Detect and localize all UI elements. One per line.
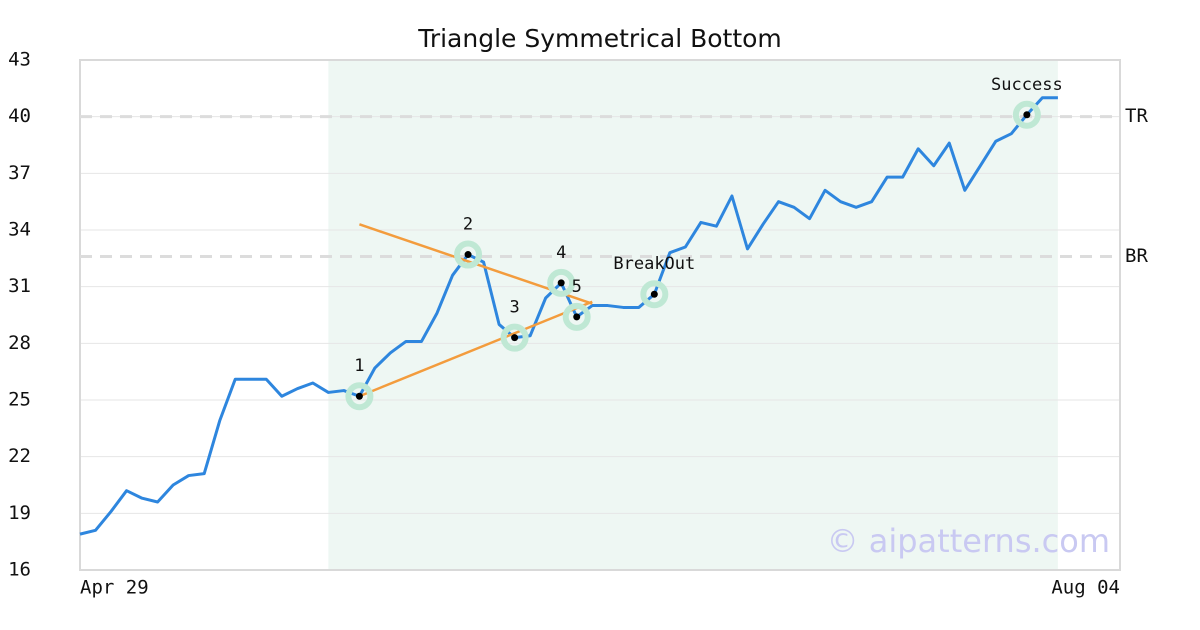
y-tick-label: 28 bbox=[8, 332, 31, 354]
price-line bbox=[79, 96, 1058, 536]
pattern-label: BreakOut bbox=[613, 254, 695, 274]
reference-label: BR bbox=[1125, 245, 1148, 267]
x-tick-label: Aug 04 bbox=[1051, 577, 1120, 599]
y-tick-label: 19 bbox=[8, 502, 31, 524]
pattern-label: 4 bbox=[556, 243, 566, 263]
pattern-point-halo bbox=[1012, 100, 1041, 129]
pattern-region bbox=[328, 60, 1058, 570]
y-tick-label: 37 bbox=[8, 162, 31, 184]
pattern-point bbox=[573, 313, 581, 321]
pattern-label: 2 bbox=[463, 215, 473, 235]
pattern-label: 1 bbox=[354, 356, 364, 376]
pattern-point bbox=[650, 290, 658, 298]
trend-line bbox=[358, 300, 593, 398]
y-tick-label: 31 bbox=[8, 275, 31, 297]
pattern-point-halo bbox=[500, 323, 529, 352]
reference-label: TR bbox=[1125, 105, 1148, 127]
y-tick-label: 43 bbox=[8, 49, 31, 71]
pattern-point bbox=[511, 334, 519, 342]
pattern-point bbox=[1023, 111, 1031, 119]
pattern-point-halo bbox=[640, 280, 669, 309]
chart-title: Triangle Symmetrical Bottom bbox=[417, 24, 782, 53]
pattern-point-halo bbox=[345, 382, 374, 411]
y-tick-label: 25 bbox=[8, 389, 31, 411]
y-tick-label: 16 bbox=[8, 559, 31, 581]
x-tick-label: Apr 29 bbox=[80, 577, 149, 599]
y-tick-label: 40 bbox=[8, 105, 31, 127]
pattern-label: Success bbox=[991, 75, 1063, 95]
pattern-point bbox=[464, 251, 472, 259]
pattern-point-halo bbox=[454, 240, 483, 269]
pattern-point-halo bbox=[562, 302, 591, 331]
pattern-label: 3 bbox=[510, 298, 520, 318]
pattern-point-halo bbox=[547, 268, 576, 297]
pattern-point bbox=[557, 279, 565, 287]
y-tick-label: 34 bbox=[8, 219, 31, 241]
y-tick-label: 22 bbox=[8, 445, 31, 467]
pattern-point bbox=[355, 392, 363, 400]
watermark: © aipatterns.com bbox=[827, 522, 1110, 560]
pattern-label: 5 bbox=[572, 277, 582, 297]
plot-frame bbox=[79, 59, 1121, 571]
